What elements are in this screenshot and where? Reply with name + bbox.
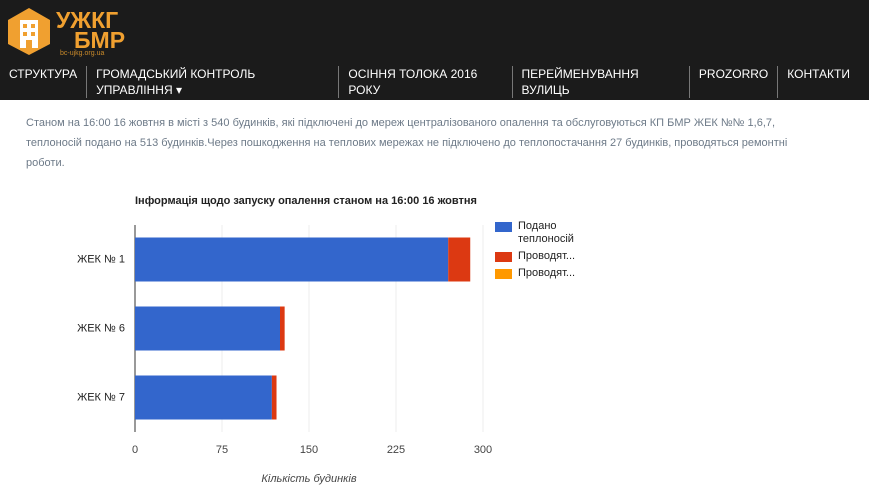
legend-swatch	[495, 222, 512, 232]
legend-label: Подано теплоносій	[518, 220, 574, 245]
x-tick-label: 225	[387, 444, 405, 456]
nav-item[interactable]: PROZORRO	[688, 66, 777, 98]
bar-segment	[135, 375, 272, 420]
bar-segment	[280, 306, 285, 351]
legend-item: Проводят...	[495, 250, 588, 263]
logo-text: УЖКГ	[56, 7, 119, 33]
bar-segment	[271, 375, 277, 420]
logo-domain: bc-ujkg.org.ua	[60, 50, 105, 57]
nav-item[interactable]: ПЕРЕЙМЕНУВАННЯ ВУЛИЦЬ	[511, 66, 689, 98]
nav-item[interactable]: ГРОМАДСЬКИЙ КОНТРОЛЬ УПРАВЛІННЯ ▾	[86, 66, 338, 98]
nav-item[interactable]: КОНТАКТИ	[777, 66, 859, 98]
legend-label: Проводят...	[518, 250, 576, 262]
legend-item: Подано теплоносій	[495, 220, 588, 246]
x-tick-label: 300	[474, 444, 492, 456]
legend-label: Проводят...	[518, 267, 576, 279]
logo-text: БМР	[74, 27, 126, 53]
legend-swatch	[495, 252, 512, 262]
x-tick-label: 0	[132, 444, 138, 456]
chart-title: Інформація щодо запуску опалення станом …	[135, 195, 477, 207]
chart: Інформація щодо запуску опалення станом …	[77, 195, 492, 485]
bar-segment	[448, 237, 471, 282]
logo-icon	[8, 8, 50, 55]
nav-item[interactable]: СТРУКТУРА	[9, 67, 78, 81]
bar-segment	[135, 306, 280, 351]
header: УЖКГ БМР bc-ujkg.org.ua СТРУКТУРА ГРОМАДС…	[0, 0, 869, 100]
y-tick-label: ЖЕК № 7	[77, 391, 125, 403]
y-tick-label: ЖЕК № 6	[77, 322, 125, 334]
bar-segment	[135, 237, 449, 282]
x-tick-label: 75	[216, 444, 228, 456]
legend: Подано теплоносій Проводят... Проводят...	[495, 220, 588, 284]
nav-item[interactable]: ОСІННЯ ТОЛОКА 2016 РОКУ	[338, 66, 511, 98]
x-axis-label: Кількість будинків	[261, 473, 356, 485]
legend-item: Проводят...	[495, 267, 588, 280]
y-tick-label: ЖЕК № 1	[77, 253, 125, 265]
nav: СТРУКТУРА ГРОМАДСЬКИЙ КОНТРОЛЬ УПРАВЛІННЯ…	[0, 66, 859, 98]
legend-swatch	[495, 269, 512, 279]
paragraph: Станом на 16:00 16 жовтня в місті з 540 …	[26, 117, 788, 169]
x-tick-label: 150	[300, 444, 318, 456]
